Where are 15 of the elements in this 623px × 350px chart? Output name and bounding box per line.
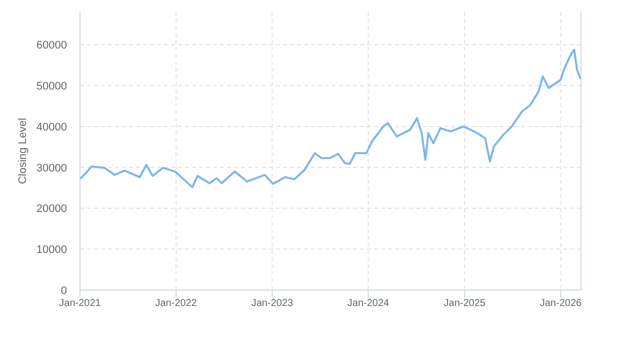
y-tick-label: 30000 [36,162,67,174]
x-tick-label: Jan-2025 [444,298,486,309]
x-tick-label: Jan-2021 [59,298,102,309]
y-tick-label: 10000 [36,244,67,256]
x-tick-label: Jan-2026 [540,298,582,309]
line-series [80,48,582,188]
x-tick-label: Jan-2023 [251,298,294,309]
x-tick-label: Jan-2022 [155,298,198,309]
y-tick-label: 0 [60,285,67,297]
y-tick-label: 50000 [36,80,67,93]
y-tick-label: 60000 [36,40,67,52]
y-axis-title: Closing Level [17,118,29,184]
x-tick-label: Jan-2024 [347,298,390,309]
y-tick-label: 40000 [36,121,67,134]
y-tick-label: 20000 [36,203,67,216]
